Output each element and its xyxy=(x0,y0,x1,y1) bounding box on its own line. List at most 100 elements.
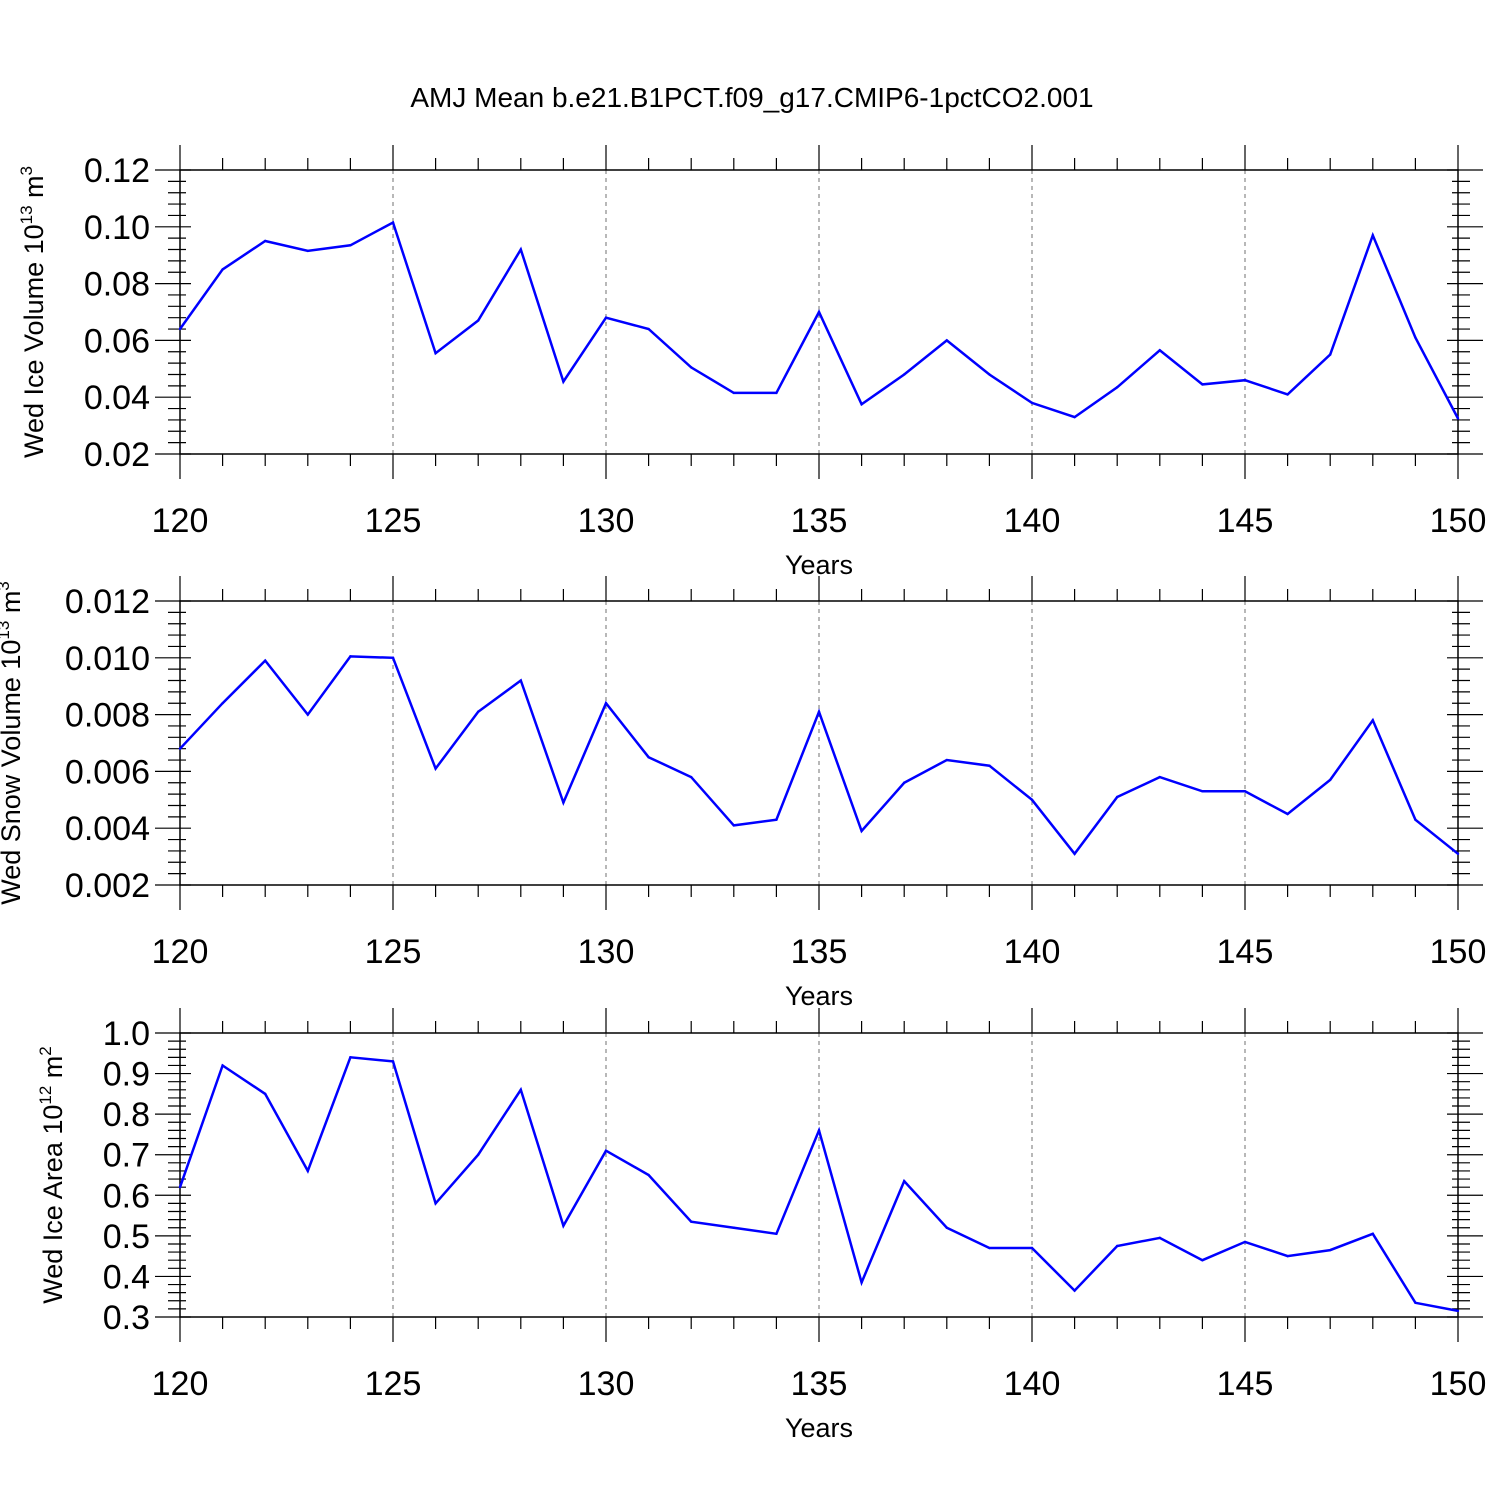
y-tick-label: 0.008 xyxy=(65,697,150,735)
data-point xyxy=(519,679,522,682)
data-point xyxy=(988,373,991,376)
data-point xyxy=(1243,1240,1247,1244)
data-point xyxy=(1158,349,1162,352)
data-point xyxy=(1158,775,1162,779)
x-tick-label: 130 xyxy=(578,933,635,971)
data-point xyxy=(988,1246,991,1250)
data-point xyxy=(1201,1259,1204,1262)
y-tick-label: 0.012 xyxy=(65,583,150,621)
data-point xyxy=(349,655,352,658)
y-tick-label: 0.006 xyxy=(65,753,150,791)
data-point xyxy=(604,1149,608,1152)
y-tick-label: 0.04 xyxy=(84,379,150,417)
data-point xyxy=(1116,1244,1119,1248)
data-point xyxy=(1073,852,1076,855)
y-tick-label: 0.6 xyxy=(103,1177,150,1215)
data-point xyxy=(1116,795,1119,799)
data-point xyxy=(221,1064,224,1067)
x-tick-label: 145 xyxy=(1217,1365,1274,1403)
chart-title: AMJ Mean b.e21.B1PCT.f09_g17.CMIP6-1pctC… xyxy=(410,82,1093,113)
data-point xyxy=(264,1092,267,1096)
data-point xyxy=(519,248,522,251)
data-point xyxy=(477,319,480,322)
data-point xyxy=(264,659,267,662)
x-tick-label: 130 xyxy=(578,1365,635,1403)
x-tick-label: 140 xyxy=(1004,933,1061,971)
x-tick-label: 120 xyxy=(152,1365,209,1403)
data-point xyxy=(690,1220,693,1223)
data-point xyxy=(1286,393,1289,396)
data-point xyxy=(647,327,650,331)
data-point xyxy=(1371,1232,1375,1236)
data-point xyxy=(690,775,693,779)
data-point xyxy=(903,1179,906,1183)
data-point xyxy=(1371,719,1375,722)
data-point xyxy=(860,403,863,406)
data-point xyxy=(1201,790,1204,793)
data-point xyxy=(562,380,565,383)
x-axis-label: Years xyxy=(785,550,853,580)
x-tick-label: 130 xyxy=(578,502,635,540)
data-point xyxy=(775,818,778,821)
data-point xyxy=(306,1169,309,1173)
data-point xyxy=(1030,798,1034,801)
chart-panel-2: 0.002 0.004 0.006 0.008 0.010 0.012 120 125 130 1… xyxy=(0,576,1486,1011)
data-point xyxy=(903,781,906,784)
data-point xyxy=(391,1060,395,1063)
x-tick-label: 135 xyxy=(791,933,848,971)
data-point xyxy=(178,327,182,331)
y-tick-label: 0.9 xyxy=(103,1056,150,1094)
data-point xyxy=(690,366,693,369)
y-tick-label: 0.12 xyxy=(84,152,150,190)
x-tick-label: 150 xyxy=(1430,502,1487,540)
data-point xyxy=(1329,353,1332,356)
series-line xyxy=(178,1055,1459,1313)
y-tick-label: 0.06 xyxy=(84,322,150,360)
data-point xyxy=(732,824,735,827)
y-tick-label: 0.5 xyxy=(103,1218,150,1256)
data-point xyxy=(1073,415,1076,419)
chart-panel-3: 0.30.40.50.60.70.80.91.0 120 125 130 135 140 1… xyxy=(36,1008,1486,1443)
data-point xyxy=(1286,812,1289,816)
data-point xyxy=(477,1153,480,1156)
data-point xyxy=(1158,1236,1162,1240)
data-point xyxy=(306,713,309,716)
y-tick-label: 0.02 xyxy=(84,436,150,474)
data-point xyxy=(306,249,309,253)
data-point xyxy=(562,1224,565,1227)
x-tick-label: 145 xyxy=(1217,502,1274,540)
data-point xyxy=(221,268,224,271)
data-point xyxy=(391,656,395,659)
x-tick-label: 135 xyxy=(791,1365,848,1403)
y-tick-label: 0.7 xyxy=(103,1137,150,1175)
data-point xyxy=(1030,1246,1034,1250)
data-point xyxy=(1456,417,1460,420)
data-point xyxy=(775,1232,778,1236)
data-point xyxy=(1329,1248,1332,1252)
data-point xyxy=(817,1129,821,1132)
data-point xyxy=(178,1185,182,1189)
chart-panel-1: 0.02 0.04 0.06 0.08 0.10 0.12 120 125 130 135 140 1… xyxy=(17,145,1486,580)
data-point xyxy=(775,391,778,395)
x-tick-label: 125 xyxy=(365,502,422,540)
data-point xyxy=(945,339,948,342)
y-tick-label: 0.3 xyxy=(103,1299,150,1337)
data-point xyxy=(604,316,608,319)
data-point xyxy=(1116,386,1119,389)
data-point xyxy=(1456,852,1460,855)
data-point xyxy=(477,710,480,713)
data-point xyxy=(1414,818,1417,821)
data-point xyxy=(562,801,565,804)
data-point xyxy=(945,1226,948,1229)
y-axis-label: Wed Ice Area 1012 m2 xyxy=(36,1046,68,1304)
data-point xyxy=(178,747,182,750)
y-tick-label: 0.10 xyxy=(84,209,150,247)
data-point xyxy=(221,702,224,705)
x-tick-label: 145 xyxy=(1217,933,1274,971)
data-point xyxy=(391,221,395,224)
data-point xyxy=(988,764,991,767)
data-point xyxy=(945,758,948,762)
x-tick-label: 150 xyxy=(1430,1365,1487,1403)
data-point xyxy=(647,756,650,759)
x-tick-label: 120 xyxy=(152,933,209,971)
